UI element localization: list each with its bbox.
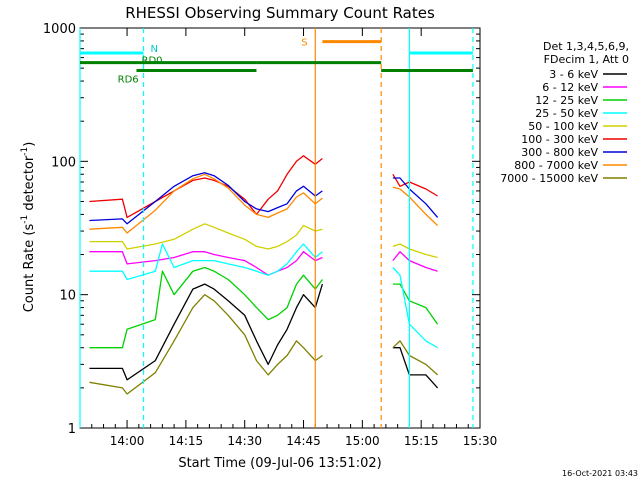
legend-label: 25 - 50 keV bbox=[535, 107, 598, 120]
series-line-2-part-1 bbox=[89, 266, 323, 349]
footer-date: 16-Oct-2021 03:43 bbox=[562, 469, 638, 478]
series-line-1-part-1 bbox=[89, 251, 323, 276]
legend: Det 1,3,4,5,6,9,FDecim 1, Att 0 3 - 6 keV… bbox=[500, 40, 629, 185]
legend-label: 7000 - 15000 keV bbox=[500, 172, 598, 185]
series-line-1-part-2 bbox=[392, 251, 438, 272]
legend-label: 100 - 300 keV bbox=[521, 133, 598, 146]
legend-label: 50 - 100 keV bbox=[528, 120, 598, 133]
series-line-7-part-1 bbox=[89, 173, 323, 234]
y-tick-label: 100 bbox=[51, 155, 76, 170]
legend-label: 6 - 12 keV bbox=[542, 81, 598, 94]
y-tick-label: 10 bbox=[59, 289, 76, 304]
series-line-3-part-2 bbox=[392, 267, 438, 349]
annotation-label-n: N bbox=[151, 44, 158, 55]
series-group bbox=[89, 155, 439, 395]
annotation-label-rd0: RD0 bbox=[142, 56, 163, 67]
plot-frame bbox=[79, 27, 481, 429]
series-line-4-part-1 bbox=[89, 223, 323, 250]
series-line-3-part-1 bbox=[89, 243, 323, 281]
series-line-2-part-2 bbox=[392, 283, 439, 325]
x-tick-label: 14:15 bbox=[169, 434, 204, 448]
annotation-label-s: S bbox=[301, 38, 307, 49]
legend-header-line: Det 1,3,4,5,6,9, bbox=[543, 40, 629, 53]
y-tick-label: 1 bbox=[68, 422, 76, 437]
series-line-8-part-2 bbox=[392, 340, 439, 376]
series-line-6-part-1 bbox=[89, 172, 323, 225]
chart-title: RHESSI Observing Summary Count Rates bbox=[125, 4, 435, 22]
series-line-7-part-2 bbox=[392, 186, 439, 226]
legend-label: 3 - 6 keV bbox=[549, 68, 598, 81]
x-tick-label: 15:15 bbox=[404, 434, 439, 448]
x-axis: 14:00 14:15 14:30 14:45 15:00 15:15 15:30 bbox=[91, 28, 498, 448]
y-axis: 1 10 100 1000 bbox=[43, 22, 480, 437]
x-tick-label: 14:30 bbox=[227, 434, 262, 448]
legend-header-line: FDecim 1, Att 0 bbox=[544, 53, 629, 66]
plot-area bbox=[79, 27, 481, 429]
series-line-8-part-1 bbox=[89, 294, 323, 395]
legend-label: 800 - 7000 keV bbox=[514, 159, 598, 172]
x-tick-label: 14:45 bbox=[286, 434, 321, 448]
legend-label: 300 - 800 keV bbox=[521, 146, 598, 159]
x-tick-label: 14:00 bbox=[110, 434, 145, 448]
x-tick-label: 15:00 bbox=[345, 434, 380, 448]
y-axis-title: Count Rate (s-1 detector-1) bbox=[20, 142, 37, 313]
y-tick-label: 1000 bbox=[43, 22, 76, 37]
series-line-0-part-1 bbox=[89, 283, 324, 381]
x-axis-title: Start Time (09-Jul-06 13:51:02) bbox=[178, 456, 381, 471]
x-tick-label: 15:30 bbox=[463, 434, 498, 448]
series-line-4-part-2 bbox=[392, 243, 438, 259]
series-line-0-part-2 bbox=[392, 347, 439, 389]
legend-label: 12 - 25 keV bbox=[535, 94, 598, 107]
annotation-label-rd6: RD6 bbox=[118, 75, 139, 86]
